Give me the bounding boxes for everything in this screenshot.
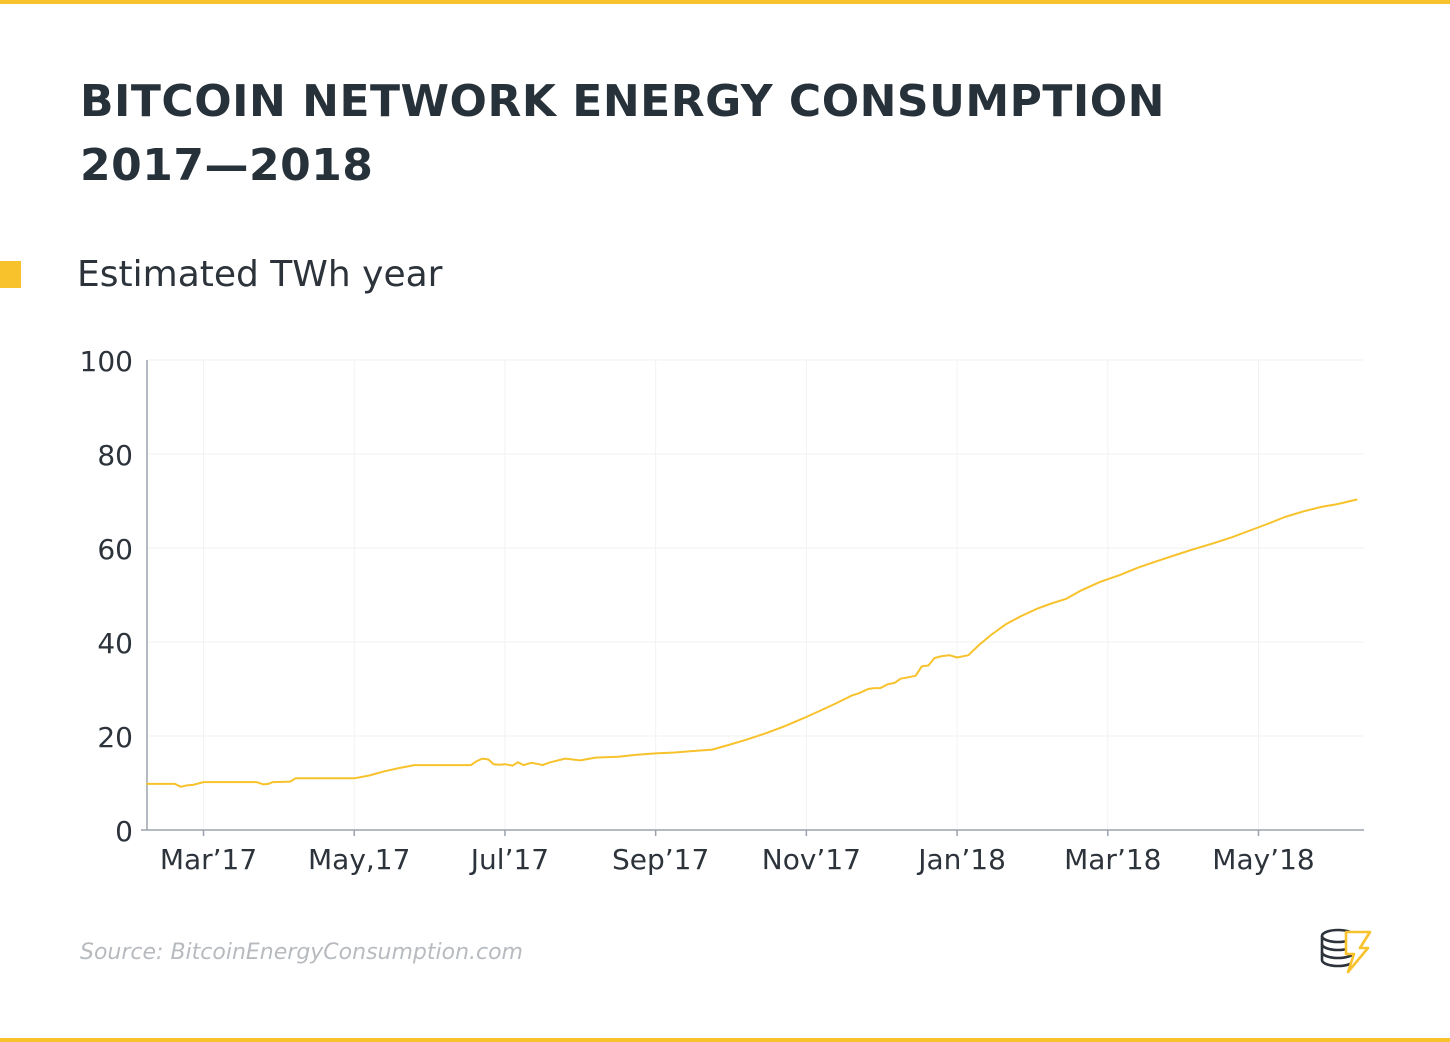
y-tick-label: 0 <box>115 815 133 848</box>
x-tick-label: Mar’18 <box>1064 843 1161 876</box>
x-tick-label: May’18 <box>1212 843 1314 876</box>
grid-lines <box>147 359 1364 830</box>
legend: Estimated TWh year <box>0 248 442 300</box>
y-tick-label: 100 <box>80 345 133 378</box>
chart-title: BITCOIN NETWORK ENERGY CONSUMPTION 2017—… <box>80 70 1165 198</box>
series-line-estimated-twh-year <box>146 498 1358 788</box>
bottom-accent-rule <box>0 1038 1450 1042</box>
top-accent-rule <box>0 0 1450 4</box>
tick-labels: 0 20 40 60 80 100 Mar’17 May,17 Jul’17 Sep’17 Nov’… <box>80 345 1315 876</box>
x-tick-label: Jul’17 <box>469 843 549 876</box>
y-tick-label: 60 <box>97 533 133 566</box>
y-tick-label: 80 <box>97 439 133 472</box>
y-tick-label: 40 <box>97 627 133 660</box>
y-tick-label: 20 <box>97 721 133 754</box>
source-note: Source: BitcoinEnergyConsumption.com <box>80 940 523 965</box>
x-tick-label: Mar’17 <box>160 843 257 876</box>
x-tick-label: Jan’18 <box>916 843 1006 876</box>
legend-swatch <box>0 260 21 288</box>
coin-stack-lightning-icon <box>1320 928 1372 974</box>
axes <box>141 360 1364 836</box>
series-layer <box>146 498 1358 788</box>
x-tick-label: Sep’17 <box>612 843 709 876</box>
chart-title-line-1: BITCOIN NETWORK ENERGY CONSUMPTION <box>80 76 1165 127</box>
x-tick-label: Nov’17 <box>762 843 861 876</box>
legend-label: Estimated TWh year <box>77 253 443 295</box>
chart-title-line-2: 2017—2018 <box>80 140 374 191</box>
x-tick-label: May,17 <box>308 843 410 876</box>
